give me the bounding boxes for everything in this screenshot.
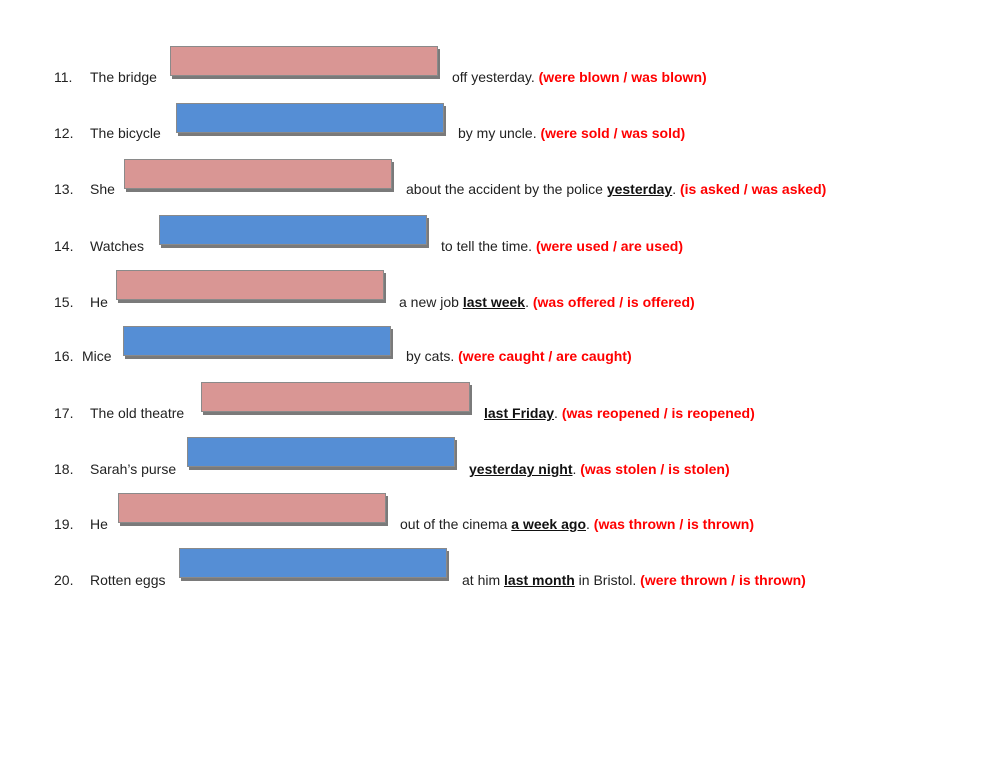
item-number: 17. — [54, 405, 74, 421]
answer-blank[interactable] — [123, 326, 391, 356]
item-rest: out of the cinema a week ago. (was throw… — [400, 514, 754, 534]
answer-blank[interactable] — [176, 103, 444, 133]
sentence-text: out of the cinema — [400, 516, 512, 532]
answer-options: (was thrown / is thrown) — [593, 516, 755, 532]
item-number: 11. — [54, 69, 73, 85]
answer-options: (were caught / are caught) — [458, 348, 632, 364]
answer-options: (were used / are used) — [535, 238, 683, 254]
answer-options: (was offered / is offered) — [532, 294, 695, 310]
answer-blank[interactable] — [201, 382, 470, 412]
item-subject: The bridge — [90, 69, 157, 85]
sentence-text: by my uncle. — [458, 125, 541, 141]
answer-options: (were blown / was blown) — [538, 69, 707, 85]
item-number: 16. — [54, 348, 74, 364]
answer-blank[interactable] — [124, 159, 392, 189]
time-phrase: last month — [504, 572, 575, 588]
sentence-end: . — [554, 405, 562, 421]
exercise-row-20: 20. Rotten eggs at him last month in Bri… — [0, 548, 1000, 610]
sentence-text: at him — [462, 572, 505, 588]
answer-blank[interactable] — [179, 548, 447, 578]
exercise-row-15: 15. He a new job last week. (was offered… — [0, 270, 1000, 332]
exercise-row-13: 13. She about the accident by the police… — [0, 159, 1000, 219]
sentence-end: . — [672, 181, 680, 197]
time-phrase: last week — [462, 294, 526, 310]
item-rest: last Friday. (was reopened / is reopened… — [484, 403, 755, 423]
item-number: 19. — [54, 516, 74, 532]
time-phrase: last Friday — [484, 405, 555, 421]
exercise-row-11: 11. The bridge off yesterday. (were blow… — [0, 46, 1000, 107]
item-subject: He — [90, 516, 108, 532]
answer-options: (were sold / was sold) — [540, 125, 686, 141]
answer-blank[interactable] — [170, 46, 438, 76]
time-phrase: yesterday night — [469, 461, 573, 477]
answer-options: (were thrown / is thrown) — [640, 572, 806, 588]
item-rest: by cats. (were caught / are caught) — [406, 346, 632, 366]
sentence-end: in Bristol. — [574, 572, 641, 588]
item-rest: at him last month in Bristol. (were thro… — [462, 570, 806, 590]
sentence-end: . — [525, 294, 533, 310]
item-rest: about the accident by the police yesterd… — [406, 179, 826, 199]
sentence-text: about the accident by the police — [406, 181, 607, 197]
exercise-row-14: 14. Watches to tell the time. (were used… — [0, 215, 1000, 276]
time-phrase: yesterday — [606, 181, 673, 197]
answer-options: (is asked / was asked) — [679, 181, 827, 197]
item-rest: by my uncle. (were sold / was sold) — [458, 123, 685, 143]
sentence-text: by cats. — [406, 348, 459, 364]
sentence-text: to tell the time. — [441, 238, 536, 254]
item-number: 15. — [54, 294, 74, 310]
sentence-text: a new job — [399, 294, 463, 310]
item-rest: a new job last week. (was offered / is o… — [399, 292, 695, 312]
item-subject: Rotten eggs — [90, 572, 166, 588]
sentence-end: . — [586, 516, 594, 532]
item-subject: He — [90, 294, 108, 310]
item-rest: off yesterday. (were blown / was blown) — [452, 67, 707, 87]
exercise-row-19: 19. He out of the cinema a week ago. (wa… — [0, 493, 1000, 554]
item-subject: She — [90, 181, 115, 197]
exercise-row-16: 16. Mice by cats. (were caught / are cau… — [0, 326, 1000, 386]
item-rest: yesterday night. (was stolen / is stolen… — [469, 459, 730, 479]
item-rest: to tell the time. (were used / are used) — [441, 236, 683, 256]
item-subject: Sarah’s purse — [90, 461, 177, 477]
item-subject: Mice — [82, 348, 112, 364]
item-number: 18. — [54, 461, 74, 477]
exercise-row-12: 12. The bicycle by my uncle. (were sold … — [0, 103, 1000, 163]
answer-blank[interactable] — [118, 493, 386, 523]
time-phrase: a week ago — [511, 516, 586, 532]
answer-blank[interactable] — [159, 215, 427, 245]
answer-options: (was reopened / is reopened) — [561, 405, 755, 421]
exercise-row-17: 17. The old theatre last Friday. (was re… — [0, 382, 1000, 443]
answer-blank[interactable] — [187, 437, 455, 467]
answer-blank[interactable] — [116, 270, 384, 300]
item-subject: The bicycle — [90, 125, 161, 141]
exercise-row-18: 18. Sarah’s purse yesterday night. (was … — [0, 437, 1000, 499]
item-subject: Watches — [90, 238, 144, 254]
sentence-text: off yesterday. — [452, 69, 539, 85]
item-number: 20. — [54, 572, 74, 588]
item-number: 14. — [54, 238, 74, 254]
item-subject: The old theatre — [90, 405, 185, 421]
answer-options: (was stolen / is stolen) — [580, 461, 730, 477]
item-number: 13. — [54, 181, 74, 197]
item-number: 12. — [54, 125, 74, 141]
sentence-end: . — [572, 461, 581, 477]
